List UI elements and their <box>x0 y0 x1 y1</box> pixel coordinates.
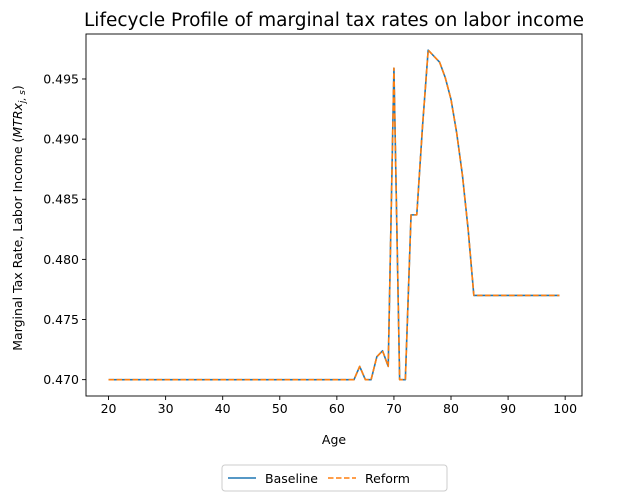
y-axis-label-subscript: j, s <box>18 90 28 105</box>
y-axis-label-suffix: ) <box>10 85 25 90</box>
y-axis-label-symbol: MTRx <box>10 102 25 137</box>
legend-baseline-label: Baseline <box>265 471 318 486</box>
y-tick-label: 0.495 <box>43 71 79 86</box>
legend-reform-label: Reform <box>365 471 410 486</box>
chart-title: Lifecycle Profile of marginal tax rates … <box>84 10 584 31</box>
y-tick-label: 0.490 <box>43 132 79 147</box>
x-axis-ticks: 20 30 40 50 60 70 80 90 100 <box>101 396 577 416</box>
x-tick-label: 30 <box>158 401 174 416</box>
x-tick-label: 70 <box>386 401 402 416</box>
y-axis-ticks: 0.470 0.475 0.480 0.485 0.490 0.495 <box>43 71 86 387</box>
legend: Baseline Reform <box>221 464 448 492</box>
x-tick-label: 40 <box>215 401 231 416</box>
series-line-reform <box>108 49 560 381</box>
y-tick-label: 0.475 <box>43 312 79 327</box>
x-axis-label: Age <box>322 432 346 447</box>
y-axis-label-prefix: Marginal Tax Rate, Labor Income ( <box>10 138 25 351</box>
x-tick-label: 90 <box>500 401 516 416</box>
x-tick-label: 50 <box>272 401 288 416</box>
legend-frame <box>221 464 448 492</box>
x-tick-label: 80 <box>443 401 459 416</box>
plot-area-frame <box>85 33 583 397</box>
y-tick-label: 0.485 <box>43 192 79 207</box>
series-lines <box>108 49 560 381</box>
x-tick-label: 20 <box>101 401 117 416</box>
x-tick-label: 60 <box>329 401 345 416</box>
y-axis-label: Marginal Tax Rate, Labor Income (MTRxj, … <box>10 85 28 351</box>
x-tick-label: 100 <box>553 401 577 416</box>
y-tick-label: 0.470 <box>43 372 79 387</box>
y-tick-label: 0.480 <box>43 252 79 267</box>
